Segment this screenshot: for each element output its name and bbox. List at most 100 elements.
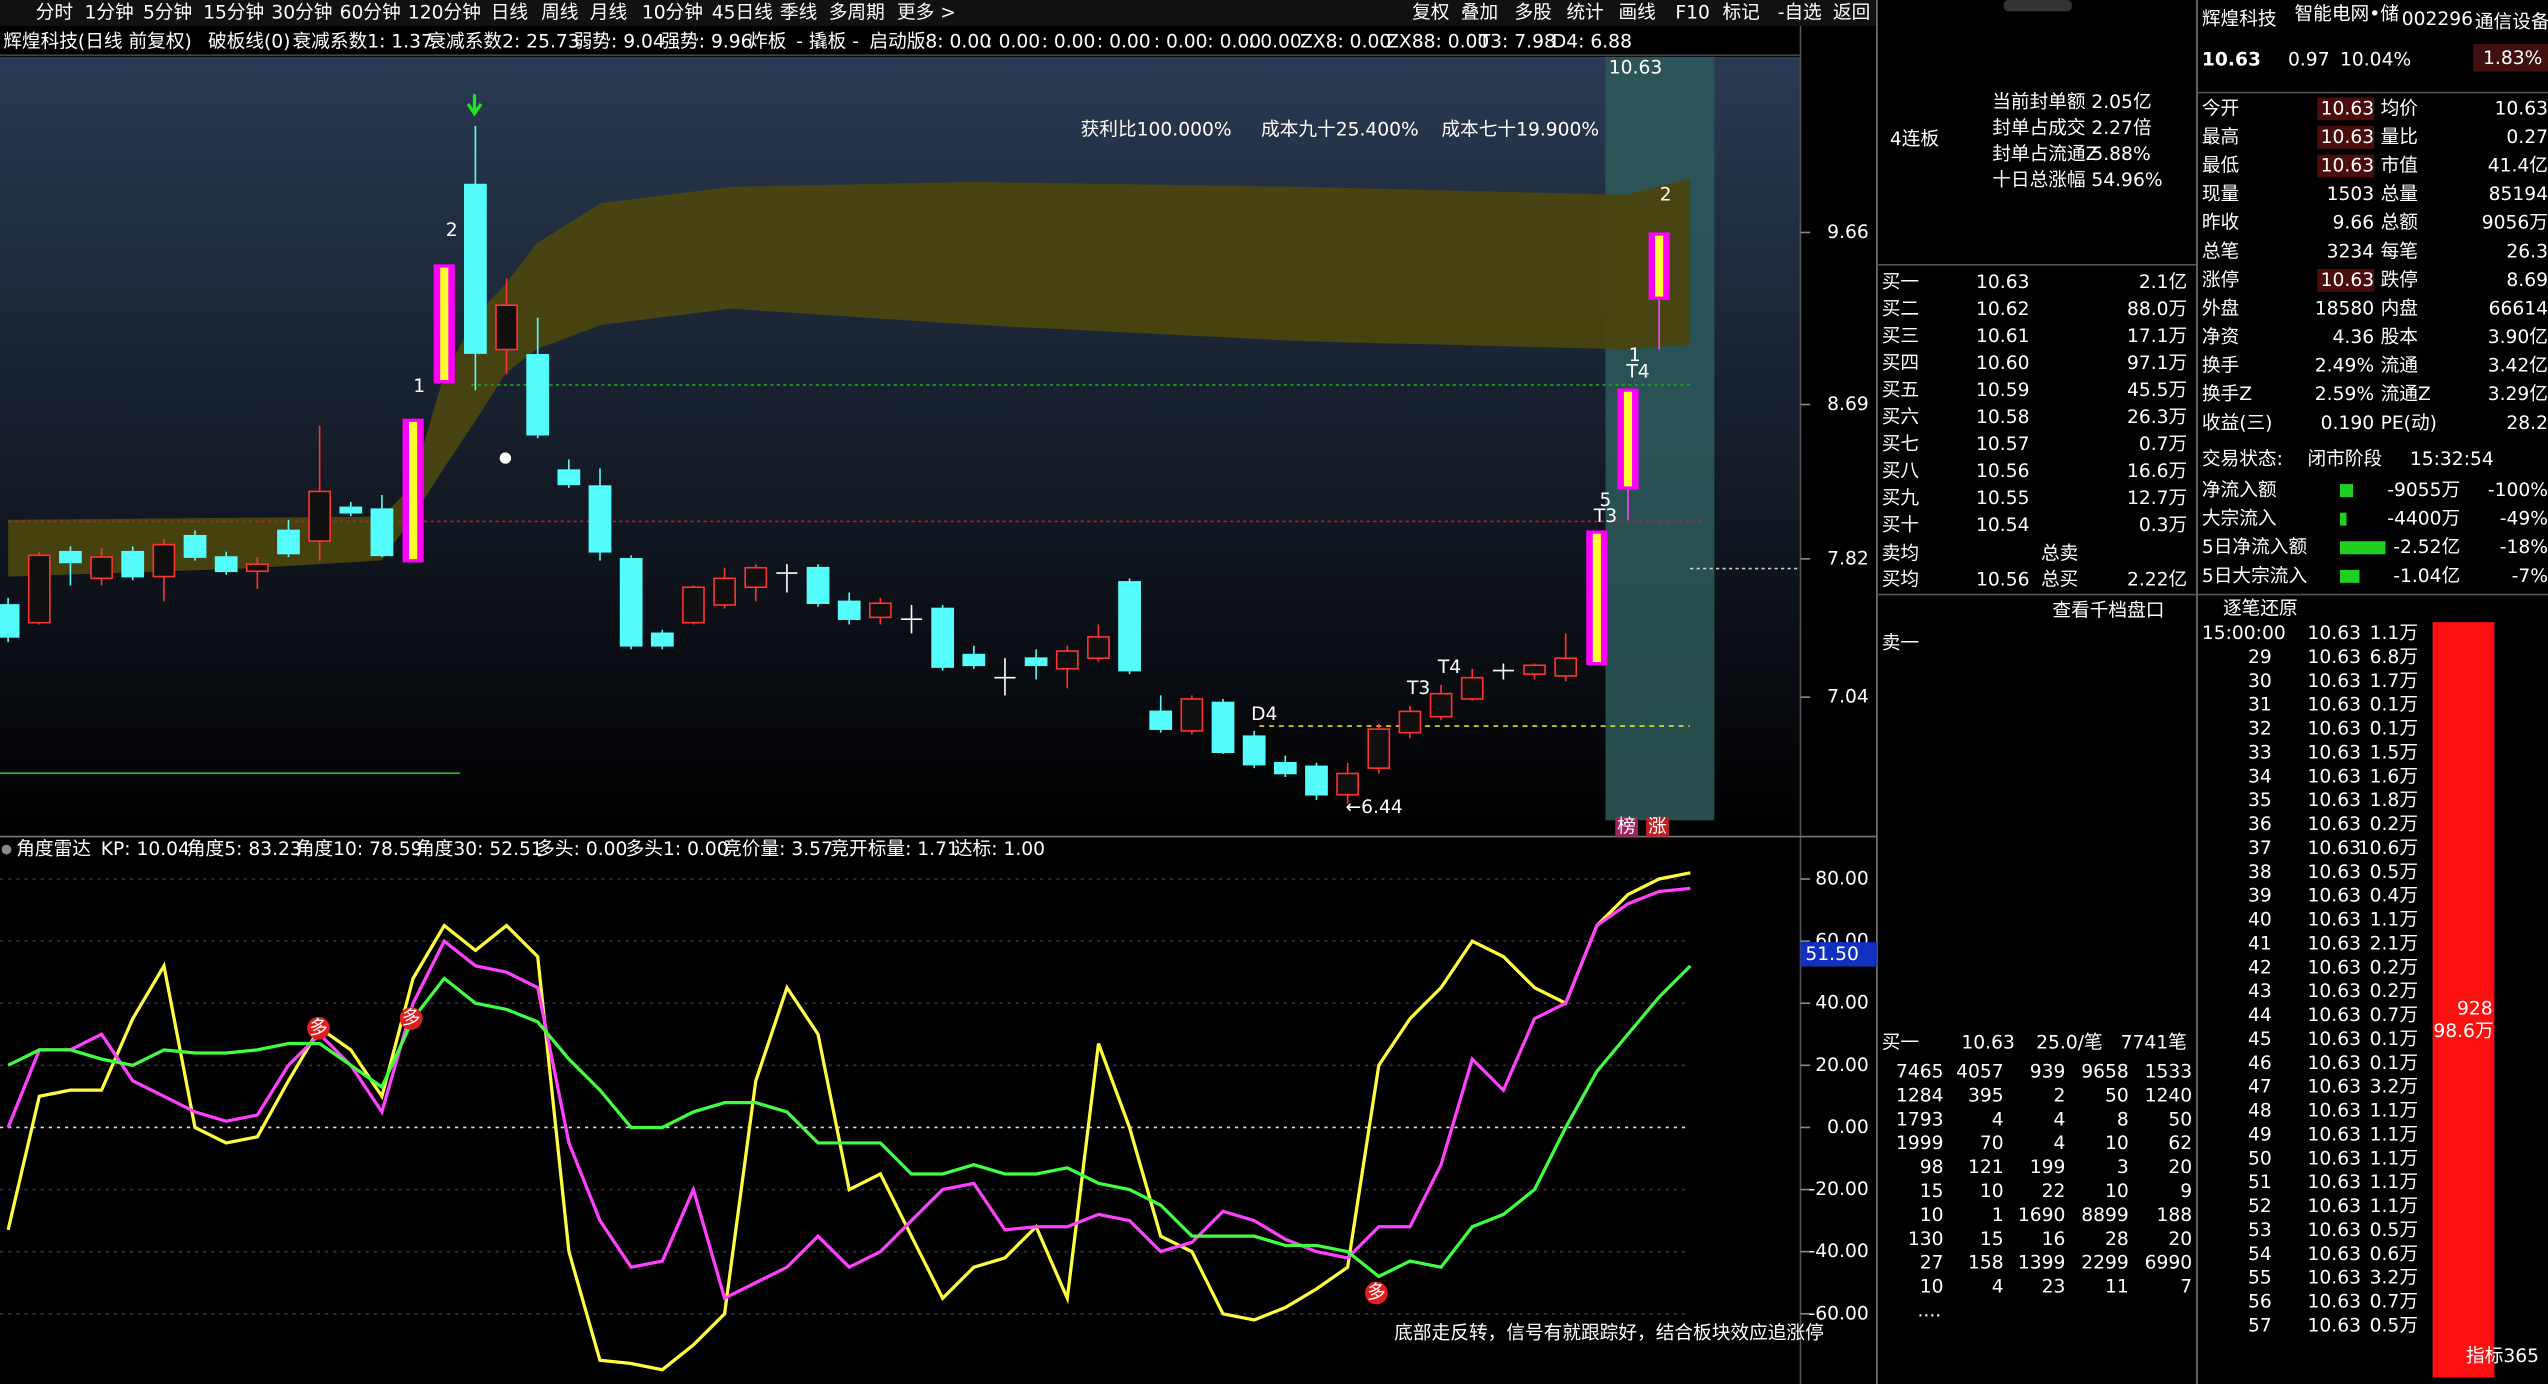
queue-order: 121 (1968, 1157, 2004, 1178)
candle-body (962, 653, 986, 667)
queue-order: 130 (1908, 1229, 1944, 1250)
tick-volume: 0.6万 (2370, 1244, 2418, 1265)
period-tab[interactable]: 30分钟 (271, 2, 332, 23)
queue-order: 9658 (2081, 1062, 2129, 1083)
tool-button[interactable]: -自选 (1778, 2, 1822, 23)
tick-price: 10.63 (2308, 838, 2361, 859)
signal-mark: 2 (446, 220, 458, 241)
signal-mark: T4 (1437, 657, 1461, 678)
tick-index: 49 (2248, 1124, 2272, 1145)
tick-volume: 0.7万 (2370, 1005, 2418, 1026)
queue-order: 10 (2105, 1181, 2129, 1202)
tick-price: 10.63 (2308, 719, 2361, 740)
signal-bg (399, 1007, 423, 1030)
stat-value: 8.69 (2506, 270, 2548, 291)
stat-value: 4.36 (2333, 327, 2375, 348)
ticks-title: 逐笔还原 (2223, 599, 2298, 620)
period-tab[interactable]: 周线 (541, 2, 578, 23)
avg-price: 10.56 (1976, 569, 2029, 590)
depth-link[interactable]: 查看千档盘口 (2052, 600, 2164, 621)
collapse-tab[interactable] (2003, 0, 2072, 12)
signal: 多 (1367, 1283, 1386, 1304)
queue-order: 8 (2117, 1109, 2129, 1130)
tool-button[interactable]: 标记 (1723, 2, 1760, 23)
period-tab[interactable]: 10分钟 (642, 2, 703, 23)
candle-body (1242, 735, 1266, 766)
tick-index: 51 (2248, 1172, 2272, 1193)
stat-label: 昨收 (2202, 213, 2239, 234)
tick-price: 10.63 (2308, 1172, 2361, 1193)
period-tab[interactable]: 多周期 (829, 2, 885, 23)
tick-volume: 0.5万 (2370, 1220, 2418, 1241)
book-volume: 2.1亿 (2139, 272, 2187, 293)
info-item: ZX8: 0.00 (1300, 32, 1391, 53)
period-tab[interactable]: 月线 (590, 2, 627, 23)
signal-bg (1365, 1281, 1388, 1305)
seal-label: 封单占成交 (1992, 118, 2085, 139)
info-item: 弱势: 9.04 (574, 32, 665, 53)
period-tab[interactable]: 1分钟 (85, 2, 134, 23)
stat-label: 最低 (2202, 156, 2240, 177)
seal-label: 当前封单额 (1992, 92, 2086, 113)
candle-body (1367, 728, 1391, 769)
tick-index: 48 (2248, 1101, 2272, 1122)
period-tab[interactable]: 120分钟 (408, 2, 481, 23)
signal-bg (307, 1016, 330, 1040)
queue-order: 23 (2042, 1277, 2066, 1298)
tool-button[interactable]: 叠加 (1461, 2, 1498, 23)
tick-index: 29 (2248, 647, 2272, 668)
tool-button[interactable]: 统计 (1567, 2, 1604, 23)
period-tab[interactable]: 45日线 (712, 2, 773, 23)
period-tab[interactable]: 更多 > (897, 2, 956, 23)
y-tick-label: -40.00 (1809, 1241, 1869, 1262)
tick-index: 55 (2248, 1268, 2272, 1289)
period-tab[interactable]: 分时 (36, 2, 73, 23)
candle-body (682, 586, 705, 624)
tick-index: 33 (2248, 742, 2272, 763)
queue-order: 4057 (1956, 1062, 2004, 1083)
tick-index: 46 (2248, 1053, 2272, 1074)
stat-label: 量比 (2381, 127, 2418, 148)
stat-value: 0.190 (2321, 413, 2374, 434)
stat-value: 1503 (2327, 184, 2375, 205)
period-tab[interactable]: 季线 (780, 2, 817, 23)
tool-button[interactable]: 返回 (1833, 2, 1870, 23)
period-tab[interactable]: 60分钟 (340, 2, 401, 23)
value-bg (2317, 269, 2375, 292)
indicator-param: 角度10: 78.59 (296, 839, 423, 860)
tool-button[interactable]: F10 (1675, 2, 1710, 23)
stat-label: 均价 (2381, 98, 2419, 119)
tool-button[interactable]: 多股 (1515, 2, 1553, 23)
book-volume: 45.5万 (2127, 380, 2187, 401)
flow-pct: -49% (2500, 509, 2548, 530)
flow-bar (2340, 512, 2347, 526)
tick-price: 10.63 (2308, 1029, 2361, 1050)
y-tick-label: 7.82 (1827, 548, 1869, 569)
tick-price: 10.63 (2308, 1268, 2361, 1289)
period-tab[interactable]: 15分钟 (203, 2, 264, 23)
stat-label: 每笔 (2381, 241, 2418, 262)
queue-order: 50 (2105, 1085, 2129, 1106)
info-item: 强势: 9.96 (661, 32, 752, 53)
status-time: 15:32:54 (2410, 449, 2494, 470)
candle-body (1087, 636, 1110, 659)
period-tab[interactable]: 5分钟 (143, 2, 192, 23)
book-level: 买四 (1882, 353, 1919, 374)
queue-order: 10 (1920, 1205, 1944, 1226)
stat-value: 26.3 (2506, 241, 2548, 262)
stat-label: 总笔 (2202, 241, 2239, 262)
book-price: 10.55 (1976, 488, 2029, 509)
queue-order: 8899 (2081, 1205, 2129, 1226)
tick-index: 31 (2248, 695, 2272, 716)
tick-volume: 3.2万 (2370, 1268, 2418, 1289)
queue-order: 199 (2030, 1157, 2066, 1178)
tool-button[interactable]: 复权 (1412, 2, 1450, 23)
candle-body (1118, 581, 1141, 672)
queue-header: 7741笔 (2121, 1032, 2187, 1053)
cost-annotation: 获利比100.000% (1081, 119, 1232, 140)
period-tab[interactable]: 日线 (491, 2, 528, 23)
tool-button[interactable]: 画线 (1619, 2, 1656, 23)
y-tick-label: 9.66 (1827, 222, 1869, 243)
change-pct: 10.04% (2340, 50, 2411, 71)
